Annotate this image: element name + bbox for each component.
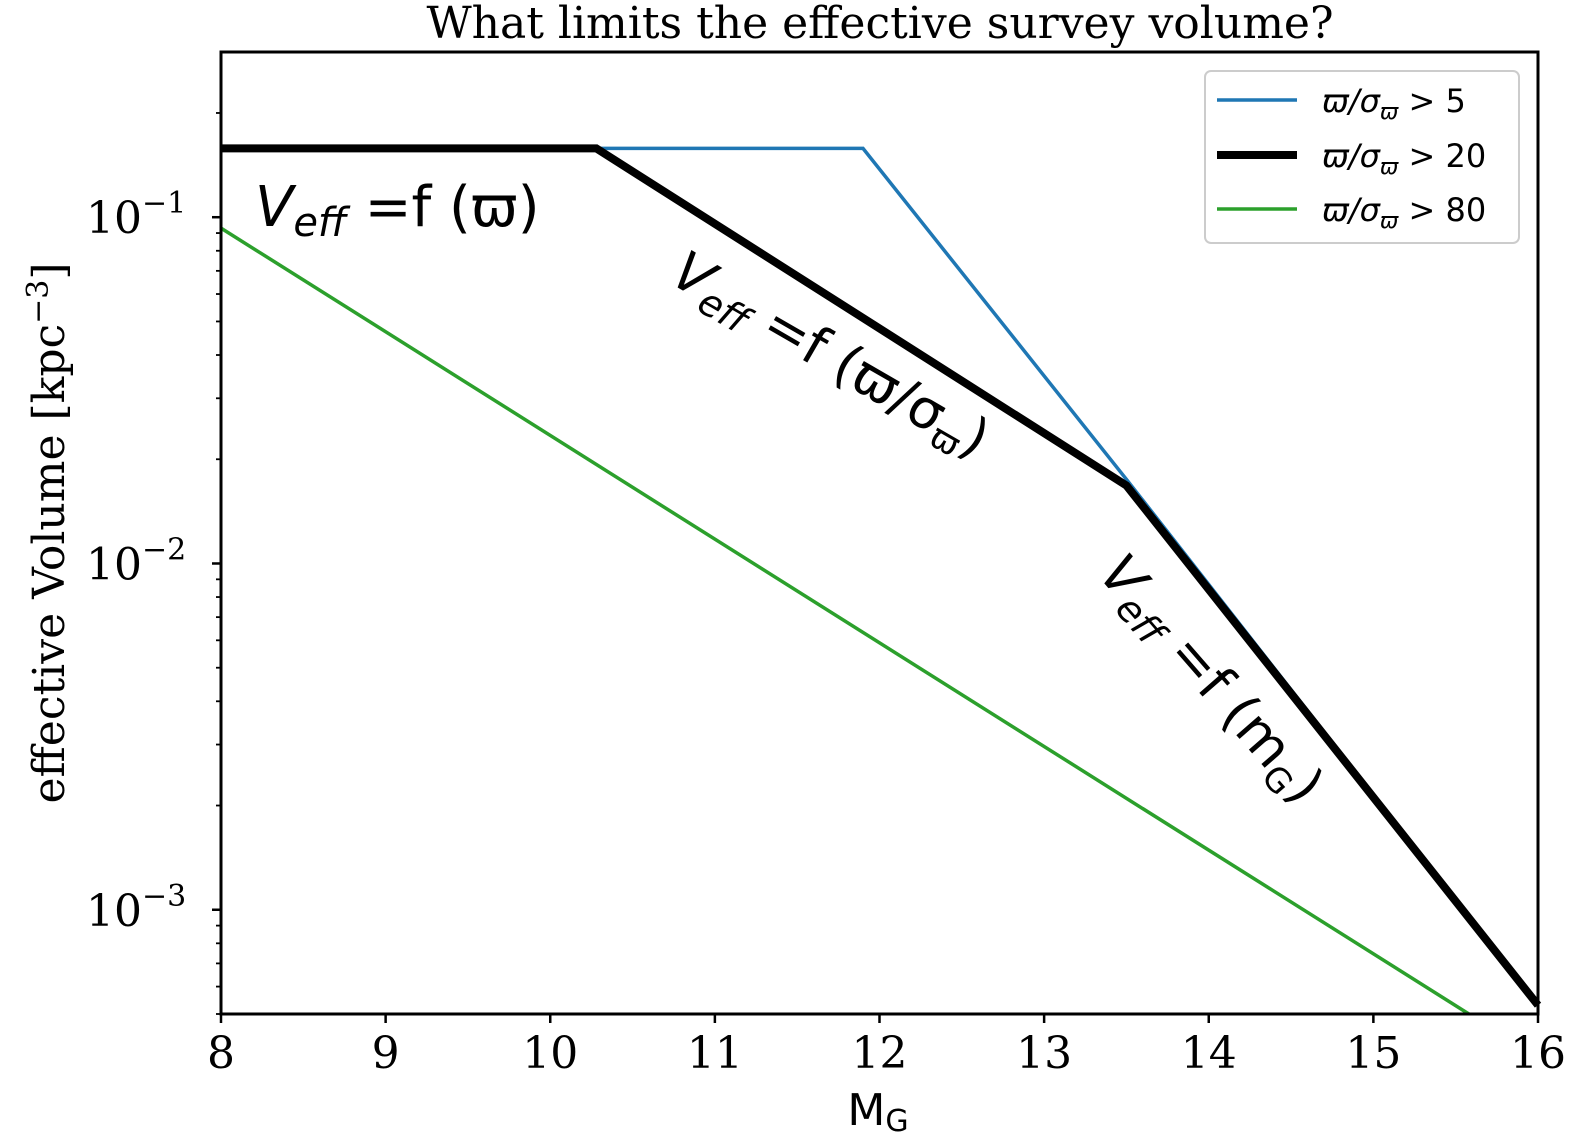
series-line-1 [221, 144, 1542, 1008]
legend-label-snr-20: ϖ/σϖ > 20 [1322, 137, 1486, 180]
legend-label-snr-5: ϖ/σϖ > 5 [1322, 82, 1466, 125]
legend: ϖ/σϖ > 5 ϖ/σϖ > 20 ϖ/σϖ > 80 [1204, 70, 1520, 244]
x-tick-label: 15 [1345, 1028, 1401, 1079]
x-tick-label: 10 [522, 1028, 578, 1079]
annotation-parallax: Veff =f (ϖ) [255, 175, 540, 246]
x-tick-label: 11 [687, 1028, 743, 1079]
series-layer [220, 144, 1542, 1016]
y-axis: 10−1 10−2 10−3 [86, 112, 221, 1015]
y-tick-label: 10−2 [86, 532, 186, 590]
x-tick-label: 14 [1181, 1028, 1237, 1079]
legend-label-snr-80: ϖ/σϖ > 80 [1322, 191, 1486, 234]
legend-box [1204, 70, 1520, 244]
x-tick-label: 13 [1016, 1028, 1072, 1079]
y-tick-label: 10−1 [86, 186, 186, 244]
x-axis: 8 9 10 11 12 13 14 15 16 [207, 1014, 1566, 1079]
chart-title: What limits the effective survey volume? [426, 0, 1333, 49]
y-tick-label: 10−3 [86, 879, 186, 937]
series-line-2 [220, 226, 1470, 1016]
x-tick-label: 9 [372, 1028, 400, 1079]
x-tick-label: 12 [852, 1028, 908, 1079]
x-tick-label: 16 [1510, 1028, 1566, 1079]
x-tick-label: 8 [207, 1028, 235, 1079]
y-axis-label: effective Volume [kpc−3] [21, 262, 75, 803]
x-axis-label: MG [847, 1085, 908, 1135]
